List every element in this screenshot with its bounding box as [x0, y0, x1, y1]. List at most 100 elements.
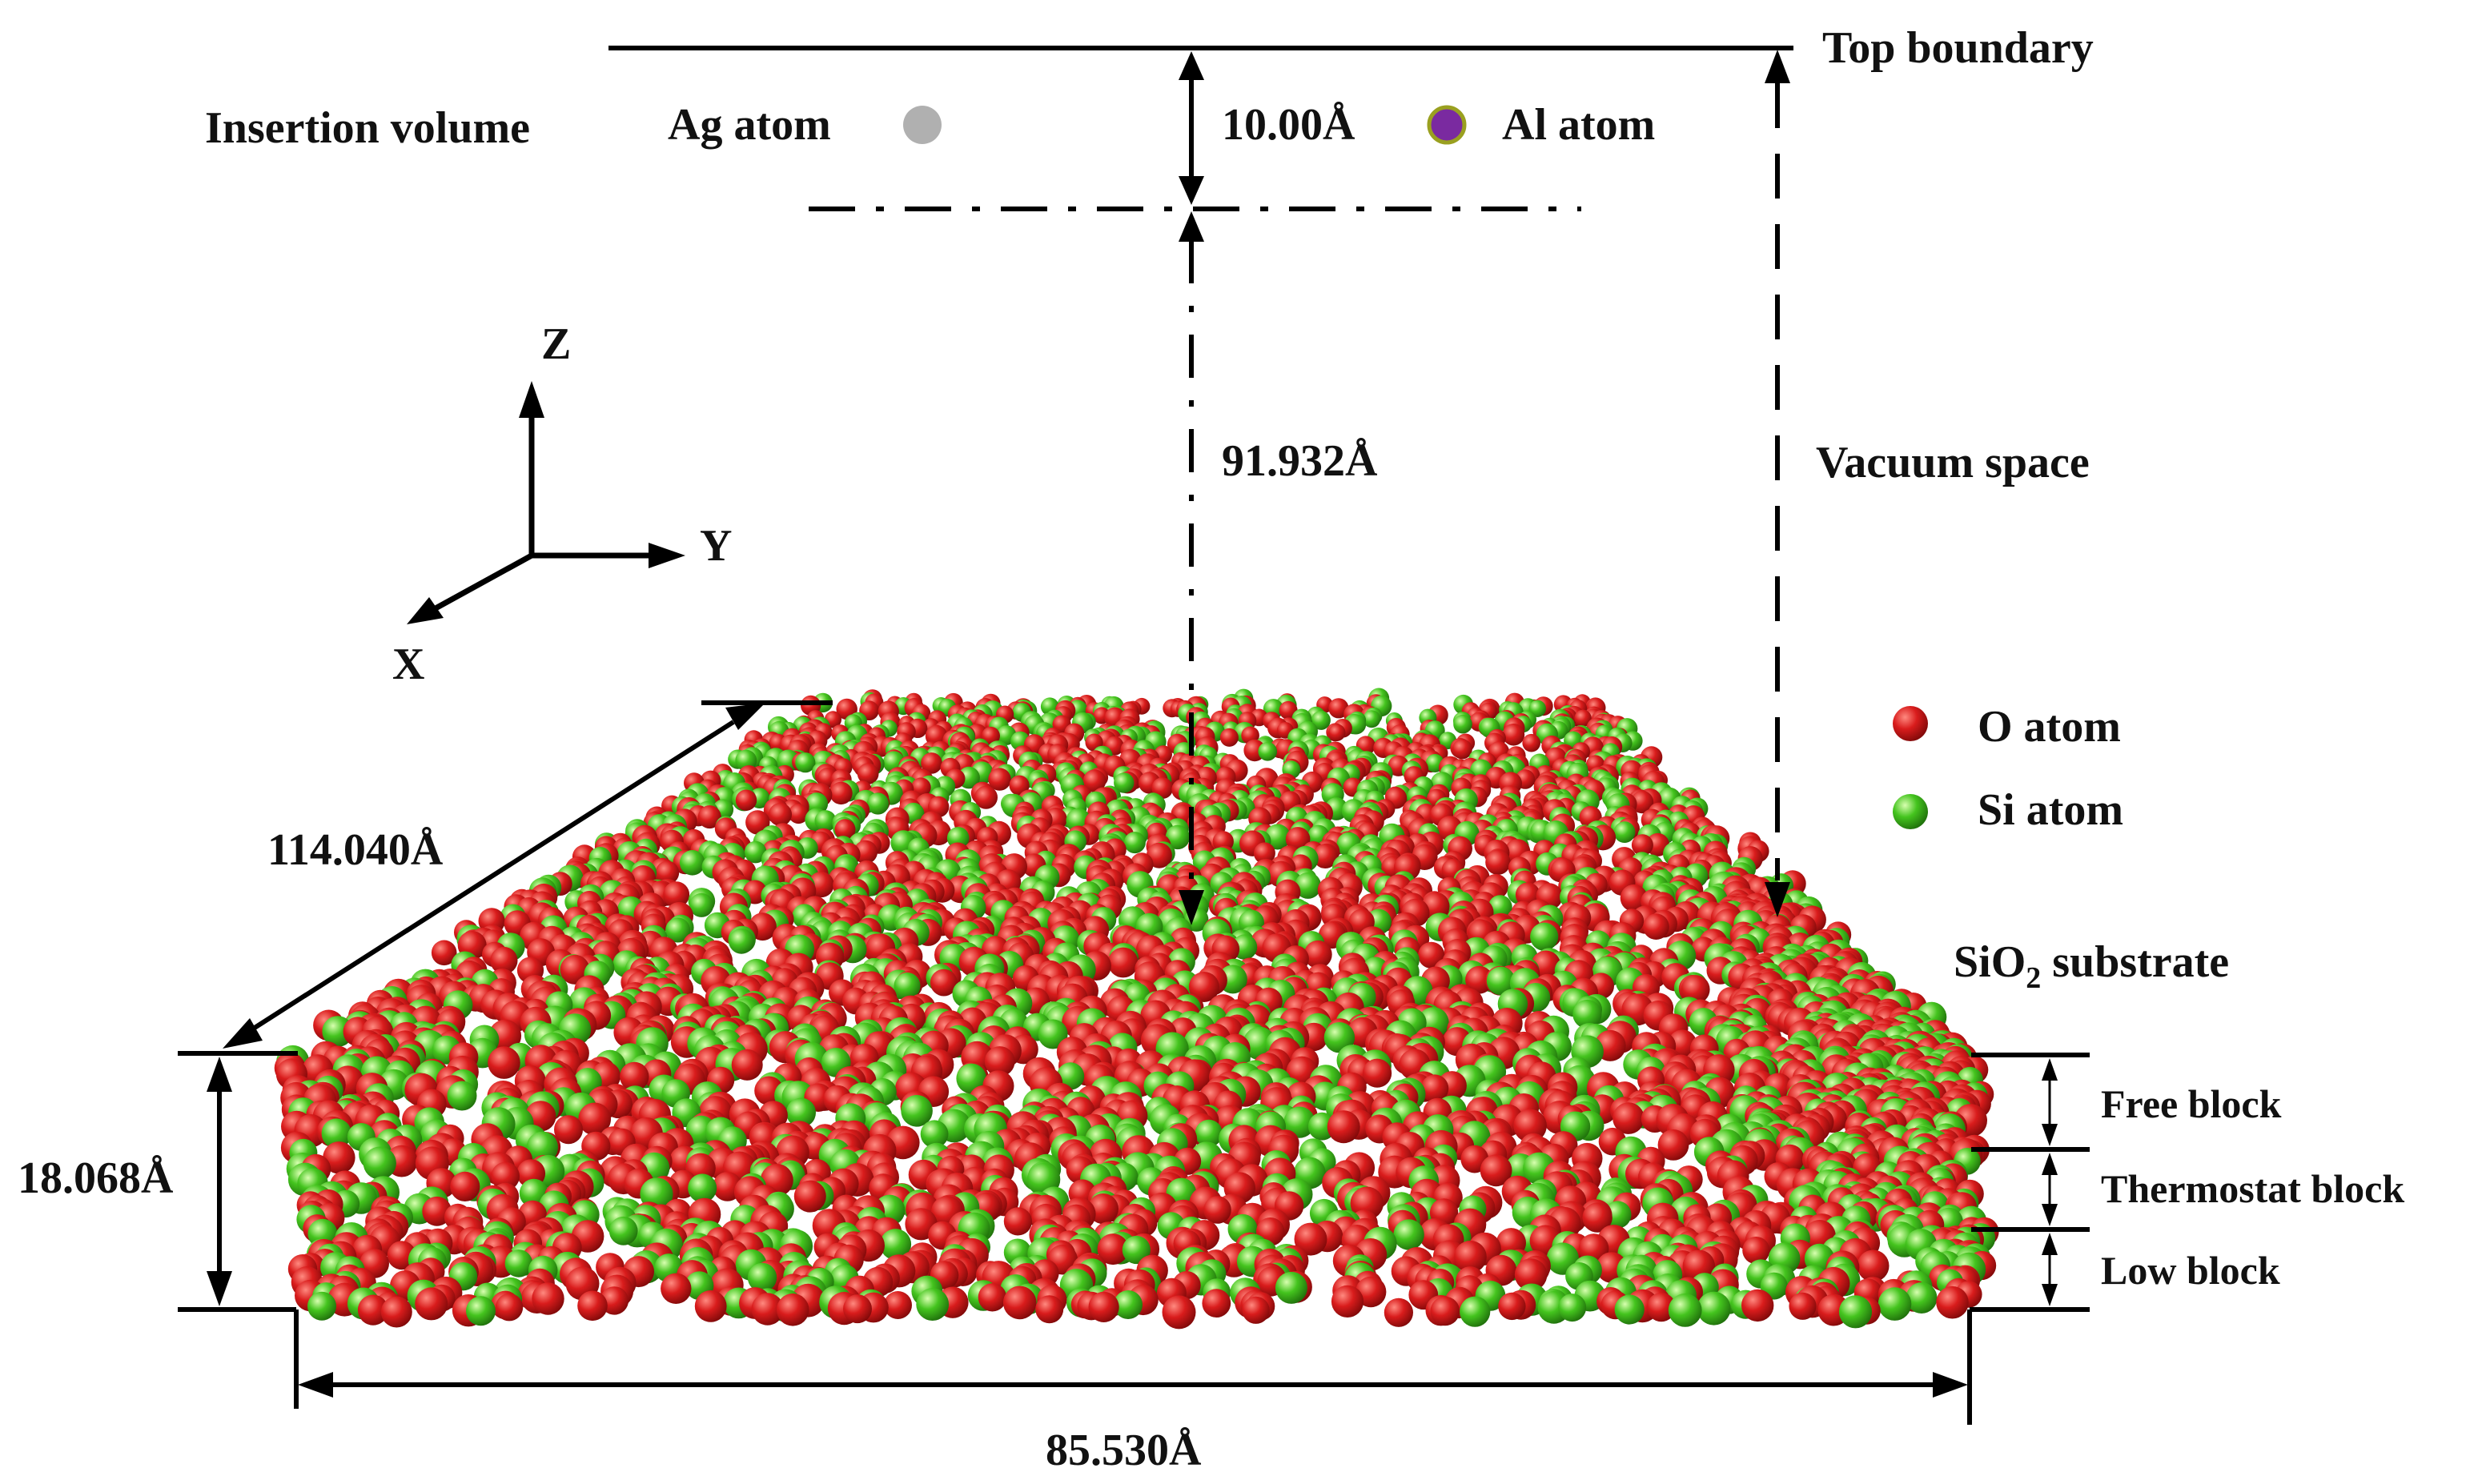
si-atom — [920, 1120, 949, 1149]
si-atom — [504, 1249, 533, 1277]
o-atom — [1363, 1058, 1392, 1088]
o-atom — [1681, 975, 1710, 1005]
si-atom — [786, 1097, 816, 1128]
vacuum-height-label: 91.932Å — [1222, 436, 1378, 486]
o-atom — [1162, 1295, 1196, 1330]
o-atom — [1789, 1292, 1817, 1320]
si-atom — [363, 1146, 396, 1180]
axis-z-label: Z — [541, 319, 571, 369]
si-atom — [1114, 1290, 1143, 1319]
o-atom — [655, 860, 680, 884]
low-block-label: Low block — [2101, 1248, 2280, 1293]
o-atom — [1485, 849, 1511, 876]
si-atom — [1460, 1296, 1491, 1327]
o-atom — [1620, 884, 1648, 912]
insertion-volume-label: Insertion volume — [205, 103, 530, 153]
o-atom — [829, 781, 853, 805]
ag-atom-label: Ag atom — [668, 100, 831, 150]
o-atom — [1107, 947, 1139, 978]
si-atom — [901, 1095, 933, 1127]
si-atom — [956, 1063, 986, 1094]
o-atom — [577, 1290, 608, 1322]
si-atom — [916, 1288, 950, 1321]
o-atom — [1741, 1289, 1774, 1322]
si-atom — [665, 917, 691, 943]
si-atom — [689, 892, 714, 917]
o-atom — [769, 803, 792, 826]
width-dimension — [298, 1307, 2088, 1425]
al-atom-label: Al atom — [1502, 100, 1655, 150]
axis-y-label: Y — [700, 521, 732, 571]
vacuum-space-arrow — [1765, 50, 1790, 917]
o-atom — [554, 1115, 583, 1145]
si-atom — [1123, 832, 1146, 854]
o-atom — [1202, 1289, 1231, 1318]
o-atom — [1328, 724, 1346, 741]
si-atom — [1488, 895, 1512, 920]
al-atom-icon — [1427, 105, 1467, 145]
o-atom — [921, 752, 942, 774]
o-atom — [1498, 1292, 1526, 1321]
si-atom — [321, 1118, 351, 1149]
o-atom — [1465, 965, 1493, 994]
si-atom — [1878, 1287, 1912, 1321]
o-atom — [697, 805, 721, 829]
si-atom — [608, 1216, 638, 1245]
o-atom — [1203, 1196, 1231, 1224]
si-atom — [1453, 714, 1472, 734]
si-atom — [1697, 1291, 1731, 1326]
o-atom — [495, 1293, 524, 1322]
o-atom — [884, 1291, 912, 1319]
o-atom — [1582, 1202, 1612, 1233]
o-atom — [1242, 1296, 1270, 1324]
o-atom — [1742, 1237, 1770, 1265]
o-atom — [1312, 844, 1338, 868]
o-atom — [1454, 1240, 1487, 1273]
o-atom — [415, 1287, 448, 1321]
si-atom-label: Si atom — [1978, 785, 2123, 835]
si-atom — [795, 752, 816, 773]
axes — [407, 381, 685, 624]
o-atom — [1857, 1249, 1890, 1282]
o-atom — [694, 1290, 727, 1322]
o-atom-label: O atom — [1978, 702, 2121, 752]
si-atom — [1530, 922, 1559, 951]
si-atom — [744, 840, 767, 864]
si-atom — [1572, 999, 1602, 1029]
o-atom — [1303, 940, 1332, 969]
o-atom — [1035, 1295, 1064, 1324]
o-atom — [1002, 1285, 1037, 1320]
axis-x-label: X — [392, 640, 424, 689]
si-atom — [1558, 1293, 1587, 1322]
o-atom — [988, 768, 1011, 791]
o-atom — [1452, 739, 1472, 760]
o-atom — [1294, 1222, 1327, 1256]
si-atom — [1195, 1119, 1223, 1147]
o-atom — [1420, 1074, 1449, 1102]
height-dimension-label: 18.068Å — [18, 1153, 174, 1203]
o-atom — [1480, 1154, 1512, 1187]
si-atom — [729, 928, 754, 954]
height-dimension — [178, 1057, 299, 1409]
si-atom — [1057, 1062, 1085, 1090]
o-atom — [1631, 834, 1653, 856]
si-atom-icon — [1893, 794, 1928, 829]
o-atom — [1188, 972, 1219, 1002]
si-atom — [1323, 1022, 1355, 1053]
si-atom — [880, 1229, 912, 1261]
o-atom — [1097, 1233, 1129, 1265]
o-atom — [731, 1049, 763, 1081]
o-atom — [776, 1293, 809, 1326]
o-atom — [1430, 1296, 1460, 1326]
o-atom — [578, 1102, 612, 1136]
si-atom — [946, 827, 970, 849]
si-atom — [1838, 1295, 1873, 1329]
width-dimension-label: 85.530Å — [1046, 1426, 1202, 1475]
depth-dimension — [178, 700, 833, 1056]
o-atom — [1513, 1109, 1547, 1143]
o-atom — [857, 763, 879, 784]
insertion-height-label: 10.00Å — [1222, 100, 1355, 150]
si-atom — [688, 1173, 717, 1203]
block-divisions — [1971, 1053, 2090, 1312]
o-atom — [532, 1282, 564, 1315]
